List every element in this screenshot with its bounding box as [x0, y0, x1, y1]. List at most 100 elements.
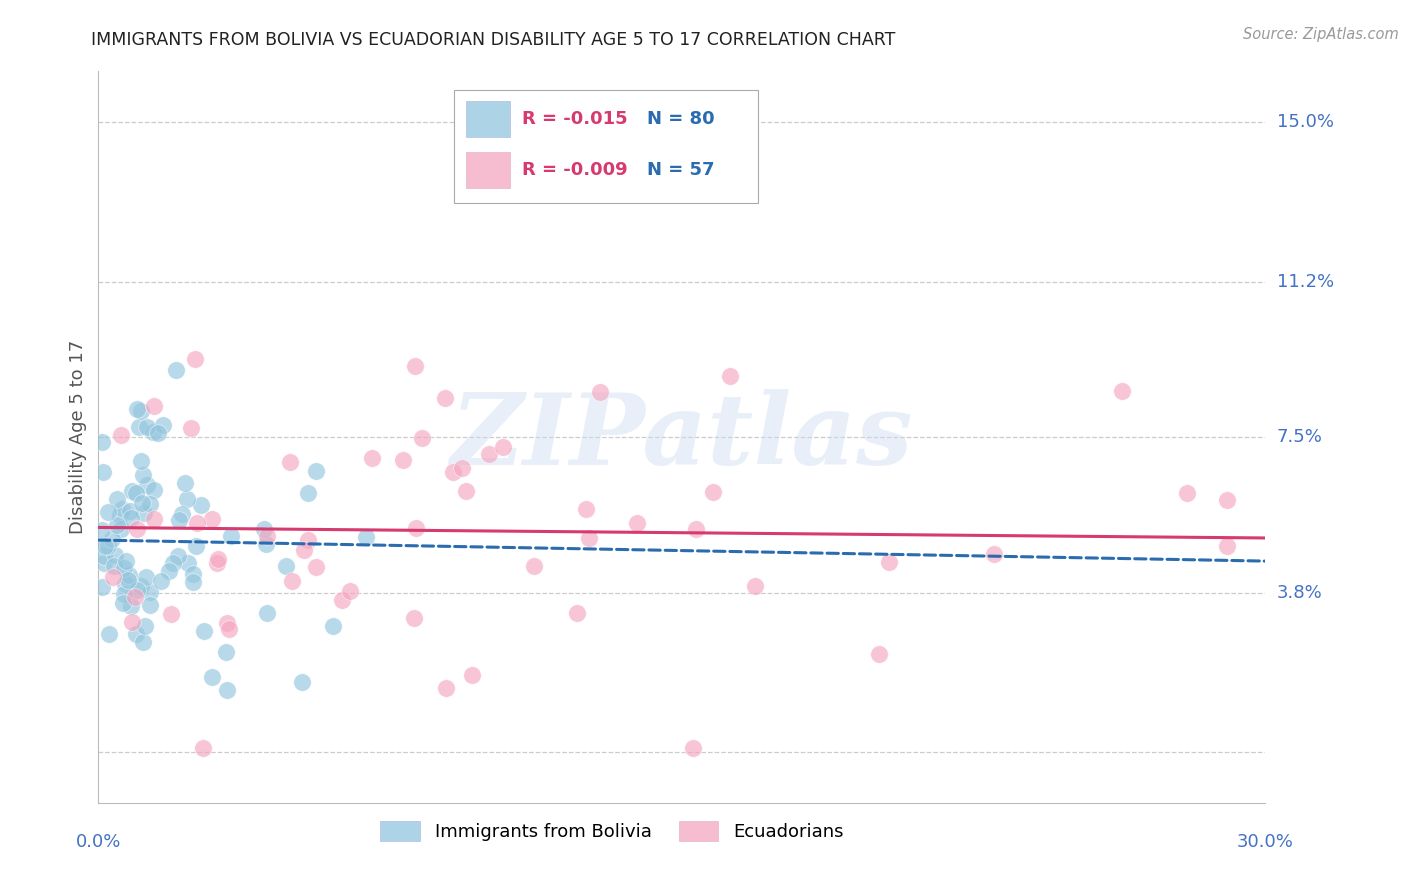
Point — [131, 454, 153, 468]
Point — [219, 529, 242, 543]
Point — [176, 491, 198, 506]
Point — [104, 548, 127, 562]
Point — [105, 517, 128, 532]
Point — [201, 670, 224, 684]
Point — [121, 615, 143, 629]
Point — [157, 564, 180, 578]
Point — [136, 478, 159, 492]
Point — [120, 504, 142, 518]
Point — [181, 567, 204, 582]
Point — [1215, 540, 1237, 554]
Point — [131, 496, 153, 510]
Point — [143, 400, 166, 414]
Point — [127, 522, 149, 536]
Point — [170, 507, 193, 521]
Point — [297, 486, 319, 500]
Point — [120, 511, 142, 525]
Point — [207, 552, 229, 566]
Point — [111, 502, 134, 516]
Point — [744, 579, 766, 593]
Point — [405, 521, 427, 535]
Point — [256, 606, 278, 620]
Point — [117, 573, 139, 587]
Point — [575, 501, 598, 516]
Point — [115, 554, 138, 568]
Point — [97, 505, 120, 519]
Point — [139, 585, 162, 599]
Point — [461, 668, 484, 682]
Point — [1175, 486, 1198, 500]
Point — [103, 559, 125, 574]
Point — [101, 569, 124, 583]
Point — [434, 681, 457, 695]
FancyBboxPatch shape — [465, 101, 510, 137]
Point — [146, 426, 169, 441]
Point — [205, 556, 228, 570]
Point — [93, 549, 115, 564]
Point — [120, 599, 142, 613]
Point — [702, 485, 724, 500]
Point — [193, 624, 215, 639]
Point — [217, 616, 239, 631]
Text: 0.0%: 0.0% — [76, 833, 121, 851]
Point — [91, 466, 114, 480]
Point — [125, 582, 148, 597]
Point — [181, 574, 204, 589]
Point — [124, 590, 146, 604]
Legend: Immigrants from Bolivia, Ecuadorians: Immigrants from Bolivia, Ecuadorians — [373, 814, 851, 848]
Point — [404, 359, 426, 373]
Point — [441, 465, 464, 479]
Point — [131, 468, 153, 483]
Text: 15.0%: 15.0% — [1277, 112, 1333, 131]
Point — [253, 522, 276, 536]
Point — [139, 598, 162, 612]
Point — [354, 530, 377, 544]
Point — [478, 447, 501, 461]
Point — [136, 420, 159, 434]
Point — [879, 555, 901, 569]
Point — [868, 648, 890, 662]
Point — [152, 418, 174, 433]
Point — [139, 497, 162, 511]
FancyBboxPatch shape — [454, 90, 758, 203]
Point — [101, 532, 124, 546]
Point — [184, 351, 207, 366]
Point — [160, 607, 183, 621]
Point — [256, 529, 278, 543]
Point — [274, 559, 297, 574]
Point — [110, 427, 132, 442]
Point — [294, 542, 316, 557]
Point — [132, 506, 155, 520]
Point — [588, 384, 610, 399]
Point — [454, 483, 477, 498]
Point — [626, 516, 648, 530]
Point — [322, 619, 344, 633]
Point — [193, 741, 215, 756]
Point — [110, 522, 132, 536]
Text: 3.8%: 3.8% — [1277, 583, 1322, 601]
Point — [217, 683, 239, 698]
Point — [565, 606, 588, 620]
Text: 7.5%: 7.5% — [1277, 428, 1323, 446]
Point — [578, 531, 600, 545]
Point — [361, 451, 384, 466]
Point — [121, 484, 143, 499]
Point — [142, 425, 165, 440]
Point — [411, 431, 433, 445]
Point — [983, 547, 1005, 561]
Point — [93, 556, 115, 570]
Point — [129, 404, 152, 418]
Point — [128, 420, 150, 434]
Point — [218, 623, 240, 637]
Point — [330, 592, 353, 607]
Point — [165, 363, 187, 377]
Point — [91, 523, 114, 537]
Point — [143, 483, 166, 497]
Point — [215, 644, 238, 658]
Point — [127, 401, 149, 416]
Point — [391, 453, 413, 467]
Point — [134, 619, 156, 633]
Point — [492, 440, 515, 454]
Point — [91, 435, 114, 450]
Point — [305, 464, 328, 478]
